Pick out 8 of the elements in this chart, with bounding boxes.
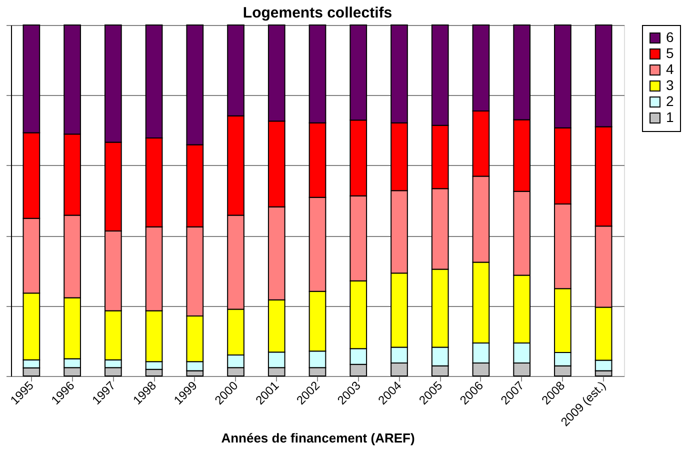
chart-title: Logements collectifs bbox=[242, 4, 392, 22]
legend-label: 1 bbox=[666, 109, 674, 125]
legend-label: 2 bbox=[666, 93, 674, 109]
legend-label: 6 bbox=[666, 29, 674, 45]
x-axis-title: Années de financement (AREF) bbox=[221, 430, 415, 446]
legend-label: 4 bbox=[666, 61, 674, 77]
legend-label: 3 bbox=[666, 77, 674, 93]
legend-label: 5 bbox=[666, 45, 674, 61]
